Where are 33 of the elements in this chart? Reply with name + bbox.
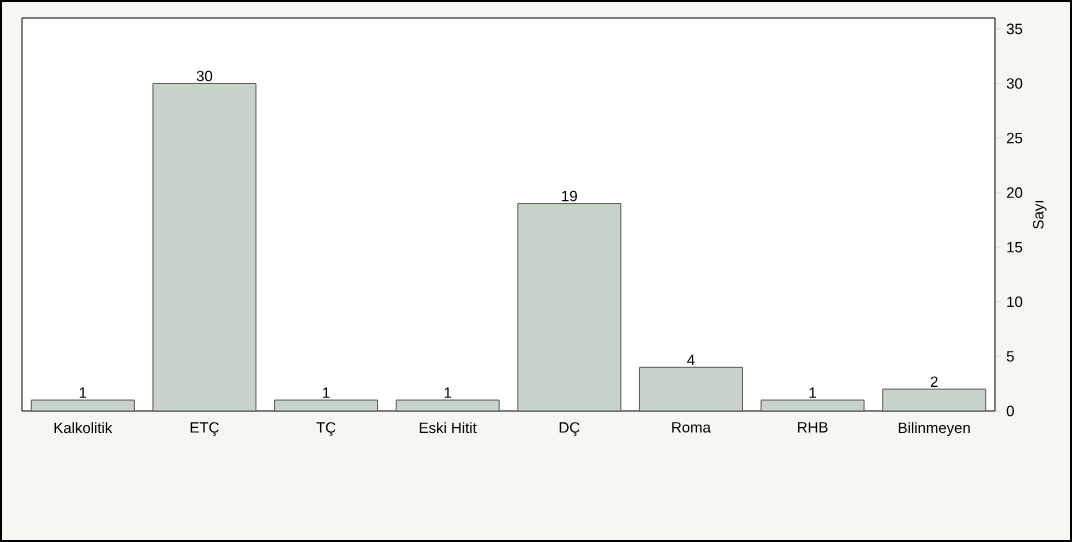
bar: [882, 388, 987, 412]
data-label: 30: [196, 70, 213, 82]
x-tick-label: Eski Hitit: [419, 422, 477, 434]
x-tick-label: DÇ: [559, 422, 580, 436]
y-tick-label: 0: [1006, 405, 1014, 417]
x-tick-label: Kalkolitik: [54, 422, 113, 434]
y-tick-label: 35: [1006, 23, 1023, 35]
bar: [274, 399, 379, 412]
x-tick-label: Bilinmeyen: [898, 422, 970, 437]
x-tick-label: Roma: [672, 422, 711, 433]
y-tick-label: 30: [1006, 78, 1023, 89]
data-label: 19: [562, 190, 577, 202]
bar: [760, 399, 865, 412]
bar: [30, 399, 135, 412]
y-tick-label: 20: [1006, 187, 1023, 198]
data-label: 1: [444, 387, 452, 398]
data-label: 1: [79, 387, 87, 398]
y-tick-label: 25: [1006, 132, 1023, 144]
y-tick-label: 10: [1007, 296, 1023, 308]
bar: [638, 366, 743, 412]
x-tick-label: ETÇ: [190, 422, 219, 436]
data-label: 2: [930, 376, 938, 387]
y-tick-label: 5: [1006, 351, 1014, 362]
y-axis-title: Sayı: [1032, 200, 1047, 229]
data-label: 1: [323, 387, 330, 398]
bar: [152, 82, 257, 412]
data-label: 1: [809, 387, 816, 398]
x-tick-label: TÇ: [316, 422, 336, 436]
bar: [517, 203, 622, 412]
data-label: 4: [687, 354, 695, 366]
x-tick-label: RHB: [798, 422, 828, 433]
y-tick-label: 15: [1007, 242, 1023, 253]
bar: [395, 399, 500, 412]
